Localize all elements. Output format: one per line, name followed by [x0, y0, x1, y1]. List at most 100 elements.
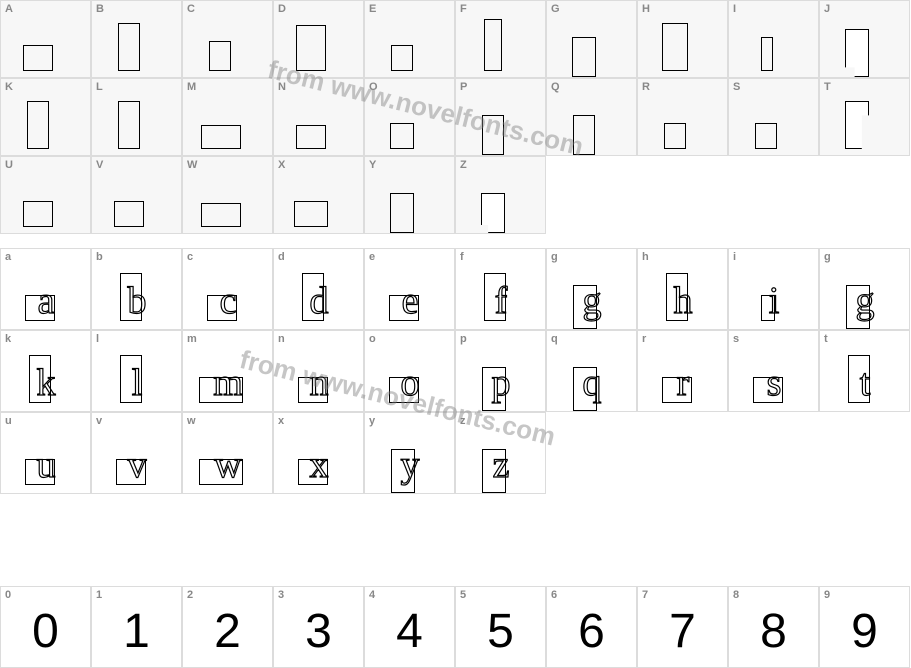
glyph-rect	[662, 23, 688, 71]
glyph-cell: cc	[182, 248, 273, 330]
glyph-cell: C	[182, 0, 273, 78]
cell-label: P	[460, 81, 467, 93]
cell-label: E	[369, 3, 376, 15]
glyph-rect	[294, 201, 328, 227]
glyph-cell: 77	[637, 586, 728, 668]
cell-label: r	[642, 333, 646, 345]
svg-text:e: e	[402, 280, 419, 322]
cell-label: K	[5, 81, 13, 93]
svg-text:c: c	[220, 280, 237, 322]
svg-text:h: h	[674, 280, 693, 322]
glyph-rect	[755, 123, 777, 149]
glyph-cell: 88	[728, 586, 819, 668]
svg-text:a: a	[38, 280, 55, 322]
glyph-svg: b	[102, 259, 172, 329]
glyph-svg: m	[193, 341, 263, 411]
cell-label: V	[96, 159, 103, 171]
glyph-cell: pp	[455, 330, 546, 412]
glyph-cell: Y	[364, 156, 455, 234]
cell-label: 0	[5, 589, 11, 601]
glyph-cell: dd	[273, 248, 364, 330]
glyph-svg: u	[11, 423, 81, 493]
cell-label: G	[551, 3, 560, 15]
glyph-cell: tt	[819, 330, 910, 412]
glyph-svg: k	[11, 341, 81, 411]
cell-label: M	[187, 81, 196, 93]
cell-label: 7	[642, 589, 648, 601]
glyph-cell: 99	[819, 586, 910, 668]
cell-label: 5	[460, 589, 466, 601]
glyph-cell: ss	[728, 330, 819, 412]
glyph-cell: mm	[182, 330, 273, 412]
cell-label: I	[733, 3, 736, 15]
glyph-svg: y	[375, 423, 445, 493]
glyph-cell: V	[91, 156, 182, 234]
digit-glyph: 3	[305, 604, 332, 659]
glyph-rect	[118, 23, 140, 71]
glyph-cell: R	[637, 78, 728, 156]
glyph-svg: g	[830, 259, 900, 329]
cell-label: f	[460, 251, 464, 263]
glyph-cell: hh	[637, 248, 728, 330]
cell-label: z	[460, 415, 466, 427]
glyph-svg: x	[284, 423, 354, 493]
glyph-rect	[390, 123, 414, 149]
glyph-cell: ii	[728, 248, 819, 330]
glyph-cell: oo	[364, 330, 455, 412]
glyph-rect	[391, 45, 413, 71]
glyph-cell: uu	[0, 412, 91, 494]
glyph-rect	[845, 29, 869, 77]
cell-label: t	[824, 333, 828, 345]
glyph-cell: N	[273, 78, 364, 156]
cell-label: B	[96, 3, 104, 15]
svg-text:z: z	[493, 444, 510, 486]
glyph-rect	[845, 101, 869, 149]
glyph-cell: L	[91, 78, 182, 156]
svg-text:w: w	[214, 444, 242, 486]
glyph-rect	[23, 45, 53, 71]
svg-text:n: n	[310, 362, 329, 404]
glyph-rect	[209, 41, 231, 71]
glyph-svg: r	[648, 341, 718, 411]
glyph-cell: P	[455, 78, 546, 156]
glyph-cell: Q	[546, 78, 637, 156]
cell-label: S	[733, 81, 740, 93]
cell-label: i	[733, 251, 736, 263]
cell-label: N	[278, 81, 286, 93]
glyph-cell: O	[364, 78, 455, 156]
glyph-rect	[390, 193, 414, 233]
glyph-cell: aa	[0, 248, 91, 330]
svg-text:x: x	[310, 444, 329, 486]
svg-text:y: y	[401, 444, 420, 486]
cell-label: l	[96, 333, 99, 345]
glyph-cell: W	[182, 156, 273, 234]
svg-text:r: r	[677, 362, 690, 404]
glyph-svg: l	[102, 341, 172, 411]
svg-text:p: p	[492, 362, 511, 404]
glyph-cell: 66	[546, 586, 637, 668]
glyph-rect	[482, 115, 504, 155]
glyph-cell: X	[273, 156, 364, 234]
glyph-svg: d	[284, 259, 354, 329]
glyph-cell: bb	[91, 248, 182, 330]
cell-label: L	[96, 81, 103, 93]
glyph-rect	[114, 201, 144, 227]
glyph-svg: p	[466, 341, 536, 411]
glyph-cell: 33	[273, 586, 364, 668]
glyph-svg: v	[102, 423, 172, 493]
cell-label: A	[5, 3, 13, 15]
glyph-cell: vv	[91, 412, 182, 494]
digit-glyph: 4	[396, 604, 423, 659]
cell-label: U	[5, 159, 13, 171]
cell-label: 3	[278, 589, 284, 601]
glyph-rect	[201, 203, 241, 227]
glyph-svg: o	[375, 341, 445, 411]
cell-label: Y	[369, 159, 376, 171]
svg-text:t: t	[860, 362, 871, 404]
glyph-cell: Z	[455, 156, 546, 234]
svg-text:q: q	[583, 362, 602, 404]
glyph-cell: U	[0, 156, 91, 234]
glyph-svg: a	[11, 259, 81, 329]
glyph-svg: t	[830, 341, 900, 411]
cell-label: W	[187, 159, 197, 171]
